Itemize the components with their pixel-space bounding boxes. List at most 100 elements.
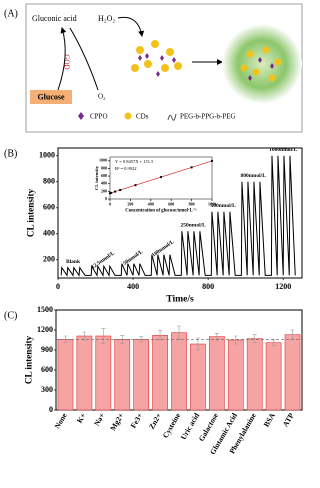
point (134, 184, 137, 187)
annotation: Blank (66, 259, 81, 265)
o2-label: O₂ (98, 93, 106, 101)
cds-label: CDs (136, 113, 149, 121)
x-tick-label: 1000 (208, 202, 216, 207)
bar (284, 334, 301, 411)
x-tick-label: 800 (202, 282, 214, 291)
x-tick-label: 400 (148, 202, 154, 207)
y-tick-label: 1000 (39, 151, 55, 160)
error-bar (214, 333, 219, 341)
error-bar (82, 331, 87, 341)
y-tick-label: 400 (43, 229, 55, 238)
cppo-label: CPPO (90, 113, 108, 121)
x-tick-label: Mg2+ (108, 411, 125, 432)
cds-icon (124, 112, 132, 120)
point (119, 188, 122, 191)
bar (208, 336, 225, 411)
y-tick-label: 800 (101, 165, 107, 170)
x-tick-label: 0 (109, 202, 111, 207)
y-axis-title: CL intensity (24, 335, 34, 384)
panel-label: (A) (4, 8, 18, 19)
bar (265, 342, 282, 411)
glow-circle (222, 24, 302, 104)
y-tick-label: 800 (43, 177, 55, 186)
glucose-box (30, 90, 72, 104)
point (160, 176, 162, 179)
x-tick-label: 1200 (275, 282, 291, 291)
point (211, 159, 213, 162)
trace-line (60, 155, 296, 278)
glucose-label: Glucose (37, 92, 65, 101)
error-bar (252, 334, 257, 343)
panel-a: (A) Gluconic acid H₂O₂ GOD Glucose O₂ CP… (4, 3, 303, 133)
error-bar (233, 335, 238, 345)
y-tick-label: 1000 (99, 158, 107, 163)
peg-label: PEG-b-PPG-b-PEG (180, 113, 236, 121)
x-tick-label: Fe3+ (129, 411, 145, 429)
x-tick-label: 200 (127, 202, 133, 207)
bar (133, 339, 150, 411)
y-tick-label: 300 (41, 385, 53, 394)
bar (246, 338, 263, 411)
h2o2-label: H₂O₂ (98, 14, 115, 23)
nanoparticles (131, 40, 182, 77)
bar (171, 332, 187, 411)
y-tick-label: 600 (43, 203, 55, 212)
y-tick-label: 600 (41, 365, 53, 374)
equation: Y = 0.8457X + 151.5 (115, 159, 154, 164)
point (190, 166, 193, 169)
annotation: 250nmol/L (180, 222, 206, 228)
gluconic-label: Gluconic acid (32, 14, 77, 23)
point (110, 191, 113, 194)
bar (76, 335, 93, 411)
x-tick-label: 800 (189, 202, 195, 207)
bar (190, 343, 206, 411)
panel-label: (C) (4, 310, 17, 321)
x-tick-label: Zn2+ (147, 411, 163, 430)
x-tick-label: K+ (75, 411, 88, 424)
y-tick-label: 200 (43, 255, 55, 264)
point (114, 190, 117, 193)
panel-label: (B) (4, 148, 17, 159)
x-tick-label: ATP (281, 411, 296, 428)
bar (95, 335, 112, 411)
annotation: 1000nmol/L (269, 147, 297, 153)
bar (152, 335, 168, 411)
x-tick-label: None (53, 411, 69, 431)
bar (114, 339, 131, 411)
y-axis-title: CL intensity (94, 165, 99, 190)
y-tick-label: 900 (41, 345, 53, 354)
bar (227, 339, 244, 411)
x-axis-title: Time/s (166, 293, 194, 304)
y-axis-title: CL intensity (26, 188, 36, 237)
error-bar (101, 328, 106, 344)
error-bar (63, 335, 68, 343)
y-tick-label: 1200 (37, 325, 53, 334)
point (109, 192, 111, 195)
error-bar (195, 337, 200, 351)
x-tick-label: 400 (127, 282, 139, 291)
y-tick-label: 200 (101, 188, 107, 193)
glow-particles (240, 46, 282, 82)
peg-icon (167, 113, 177, 121)
annotation: 500nmol/L (210, 203, 236, 209)
y-tick-label: 0 (105, 196, 107, 201)
plot-frame (57, 147, 303, 279)
x-axis-title: Concentration of glucose/nmol·L⁻¹ (125, 208, 197, 214)
r-squared: R² = 0.9922 (115, 166, 137, 171)
x-tick-label: BSA (262, 411, 277, 429)
bar (57, 339, 74, 411)
x-tick-label: Na+ (92, 411, 107, 427)
x-tick-label: 0 (56, 282, 60, 291)
y-tick-label: 1500 (37, 305, 53, 314)
arrow (57, 27, 67, 91)
error-bar (271, 339, 276, 346)
y-tick-label: 0 (49, 405, 53, 414)
x-tick-label: 600 (168, 202, 174, 207)
y-tick-label: 400 (101, 181, 107, 186)
y-tick-label: 600 (101, 173, 107, 178)
arrow (69, 27, 99, 91)
arrow (117, 16, 145, 37)
cppo-icon (78, 112, 84, 120)
error-bar (158, 330, 163, 341)
